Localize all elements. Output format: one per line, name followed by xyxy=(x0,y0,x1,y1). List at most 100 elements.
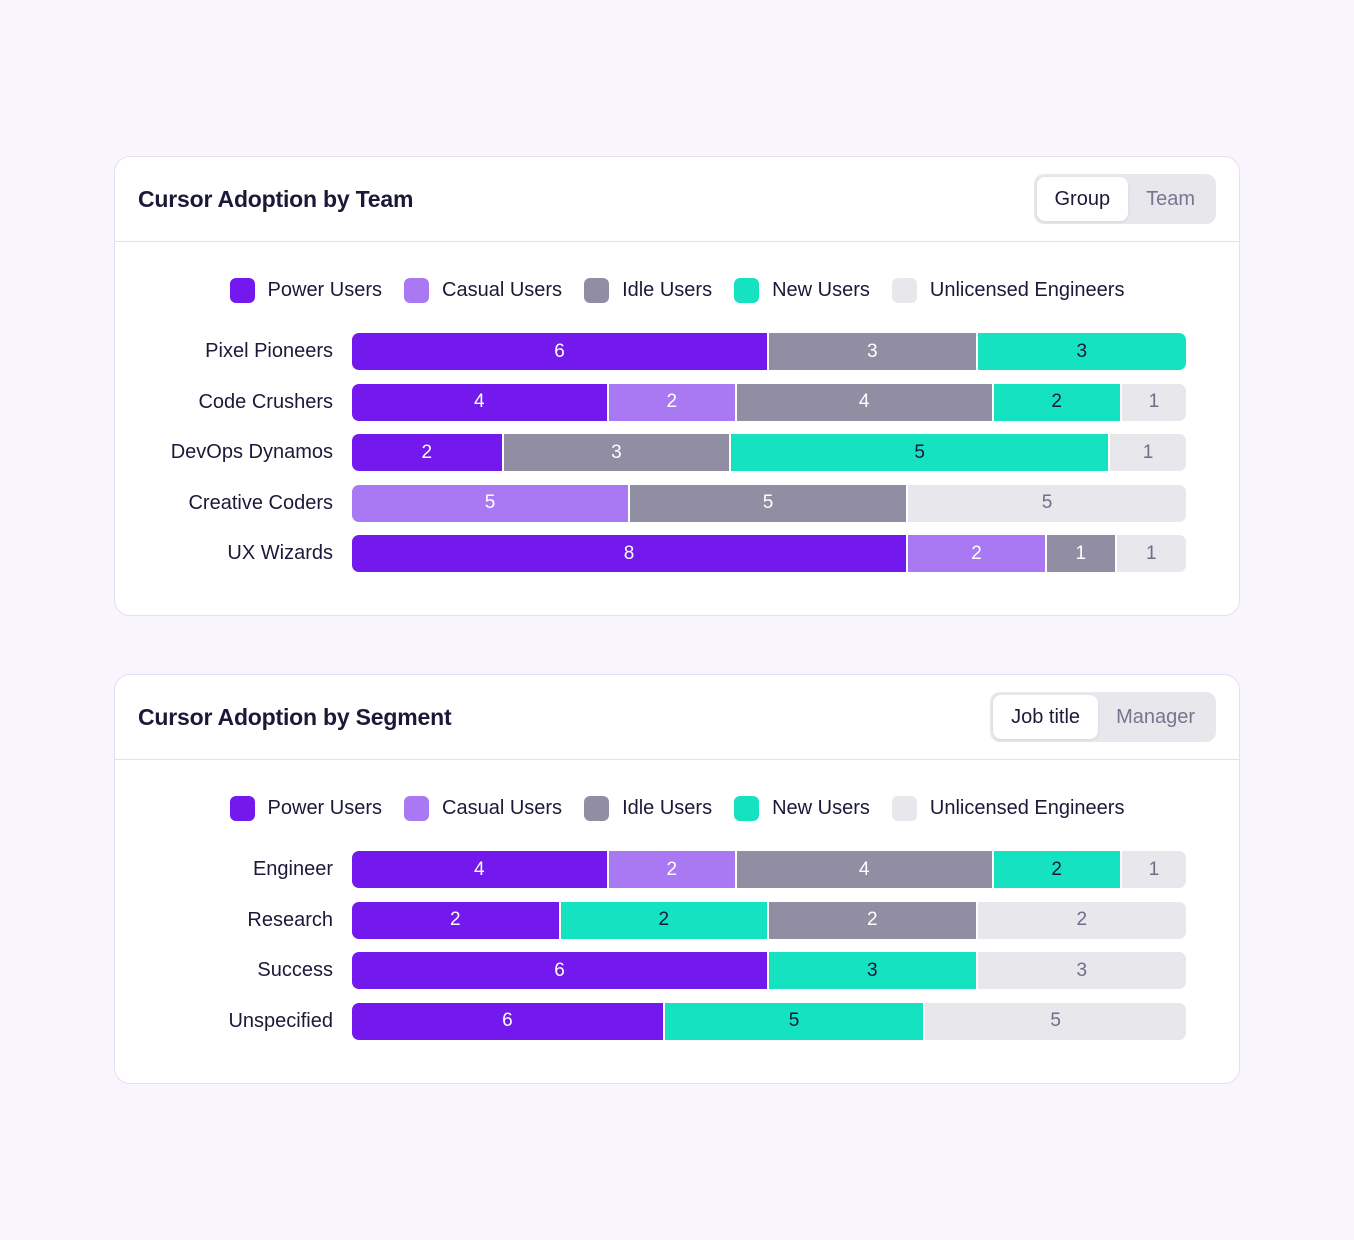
chart-row: Engineer 4 2 4 2 1 xyxy=(115,851,1239,888)
chart-row: DevOps Dynamos 2 3 5 1 xyxy=(115,434,1239,471)
legend-swatch xyxy=(404,796,430,821)
row-label: Creative Coders xyxy=(188,491,333,514)
legend-label: Power Users xyxy=(267,797,383,819)
bar-segment-unlicensed[interactable]: 1 xyxy=(1110,434,1186,471)
row-label: Pixel Pioneers xyxy=(205,340,333,362)
legend-item-casual[interactable]: Casual Users xyxy=(404,278,562,303)
bar-segment-unlicensed[interactable]: 5 xyxy=(908,484,1186,522)
toggle-team[interactable]: Team xyxy=(1146,188,1195,210)
legend-item-idle[interactable]: Idle Users xyxy=(584,278,712,303)
chart-row: Code Crushers 4 2 4 2 1 xyxy=(115,383,1239,421)
toggle-job-title[interactable]: Job title xyxy=(993,695,1099,739)
toggle-group[interactable]: Group xyxy=(1036,177,1129,221)
bar-segment-casual[interactable]: 5 xyxy=(352,484,630,522)
bar-segment-unlicensed[interactable]: 1 xyxy=(1121,383,1186,421)
chart-legend: Power Users Casual Users Idle Users New Use… xyxy=(115,796,1239,821)
chart-row: Pixel Pioneers 6 3 3 xyxy=(115,333,1239,370)
legend-swatch xyxy=(734,796,760,821)
legend-label: Unlicensed Engineers xyxy=(929,797,1125,819)
legend-item-unlicensed[interactable]: Unlicensed Engineers xyxy=(891,278,1125,303)
legend-item-power[interactable]: Power Users xyxy=(229,278,383,303)
legend-item-power[interactable]: Power Users xyxy=(229,796,383,821)
card-header: Cursor Adoption by Segment Job title Man… xyxy=(115,675,1239,760)
legend-label: Unlicensed Engineers xyxy=(929,279,1125,301)
bar-segment-power[interactable]: 6 xyxy=(352,333,769,370)
bar-segment-new[interactable]: 5 xyxy=(731,434,1111,471)
bar-segment-power[interactable]: 6 xyxy=(352,952,769,989)
legend-item-new[interactable]: New Users xyxy=(734,796,870,821)
legend-swatch xyxy=(404,278,430,303)
legend-item-idle[interactable]: Idle Users xyxy=(584,796,712,821)
bar-segment-new[interactable]: 3 xyxy=(977,333,1186,370)
bar-segment-new[interactable]: 2 xyxy=(993,383,1122,421)
bar-segment-power[interactable]: 8 xyxy=(352,535,908,572)
card-title: Cursor Adoption by Segment xyxy=(138,703,452,730)
chart-row: Success 6 3 3 xyxy=(115,952,1239,989)
row-label: Unspecified xyxy=(228,1009,333,1032)
bar-segment-casual[interactable]: 2 xyxy=(608,383,737,421)
legend-label: Idle Users xyxy=(622,279,713,301)
row-label: UX Wizards xyxy=(227,542,333,564)
legend-swatch xyxy=(229,278,255,303)
bar-segment-idle[interactable]: 4 xyxy=(736,383,994,421)
chart-rows: Pixel Pioneers 6 3 3 Code Crushers 4 2 4 2 1 DevOp… xyxy=(115,333,1239,572)
legend-item-unlicensed[interactable]: Unlicensed Engineers xyxy=(891,796,1125,821)
bar-segment-unlicensed[interactable]: 1 xyxy=(1116,535,1186,572)
bar-segment-idle[interactable]: 1 xyxy=(1047,535,1117,572)
bar-segment-idle[interactable]: 3 xyxy=(769,333,978,370)
bar-segment-new[interactable]: 5 xyxy=(664,1002,926,1040)
legend-item-casual[interactable]: Casual Users xyxy=(404,796,562,821)
legend-swatch xyxy=(584,796,610,821)
row-label: DevOps Dynamos xyxy=(170,441,333,463)
bar-segment-casual[interactable]: 2 xyxy=(608,851,737,888)
legend-swatch xyxy=(229,796,255,821)
toggle-manager[interactable]: Manager xyxy=(1116,706,1195,728)
bar-segment-power[interactable]: 4 xyxy=(352,383,609,421)
chart-row: UX Wizards 8 2 1 1 xyxy=(115,535,1239,572)
team-adoption-card: Cursor Adoption by Team Group Team Power… xyxy=(114,156,1240,616)
row-label: Success xyxy=(257,959,333,981)
card-title: Cursor Adoption by Team xyxy=(138,185,414,212)
legend-swatch xyxy=(584,278,610,303)
bar-segment-unlicensed[interactable]: 1 xyxy=(1121,851,1186,888)
group-team-toggle: Group Team xyxy=(1033,174,1216,224)
legend-label: Casual Users xyxy=(442,797,563,819)
bar-segment-new[interactable]: 2 xyxy=(560,901,769,939)
legend-item-new[interactable]: New Users xyxy=(734,278,870,303)
bar-segment-idle[interactable]: 4 xyxy=(736,851,994,888)
bar-segment-power[interactable]: 4 xyxy=(352,851,609,888)
chart-row: Research 2 2 2 2 xyxy=(115,901,1239,939)
bar-segment-unlicensed[interactable]: 2 xyxy=(977,901,1186,939)
legend-label: New Users xyxy=(772,797,870,819)
bar-segment-idle[interactable]: 5 xyxy=(630,484,908,522)
bar-segment-power[interactable]: 2 xyxy=(352,434,504,471)
bar-segment-power[interactable]: 6 xyxy=(352,1002,665,1040)
bar-segment-idle[interactable]: 3 xyxy=(503,434,732,471)
chart-row: Creative Coders 5 5 5 xyxy=(115,484,1239,522)
legend-swatch xyxy=(891,278,917,303)
bar-segment-power[interactable]: 2 xyxy=(352,901,561,939)
legend-swatch xyxy=(891,796,917,821)
bar-segment-new[interactable]: 3 xyxy=(769,952,978,989)
legend-label: Idle Users xyxy=(622,797,713,819)
legend-label: New Users xyxy=(772,279,870,301)
chart-legend: Power Users Casual Users Idle Users New Use… xyxy=(115,278,1239,303)
bar-segment-unlicensed[interactable]: 3 xyxy=(977,952,1186,989)
legend-label: Casual Users xyxy=(442,279,563,301)
bar-segment-new[interactable]: 2 xyxy=(993,851,1122,888)
jobtitle-manager-toggle: Job title Manager xyxy=(990,692,1216,742)
chart-rows: Engineer 4 2 4 2 1 Research 2 2 2 2 Success 6 3 3 Unspe… xyxy=(115,851,1239,1040)
legend-label: Power Users xyxy=(267,279,383,301)
chart-row: Unspecified 6 5 5 xyxy=(115,1002,1239,1040)
bar-segment-unlicensed[interactable]: 5 xyxy=(925,1002,1186,1040)
bar-segment-idle[interactable]: 2 xyxy=(769,901,978,939)
bar-segment-casual[interactable]: 2 xyxy=(908,535,1047,572)
